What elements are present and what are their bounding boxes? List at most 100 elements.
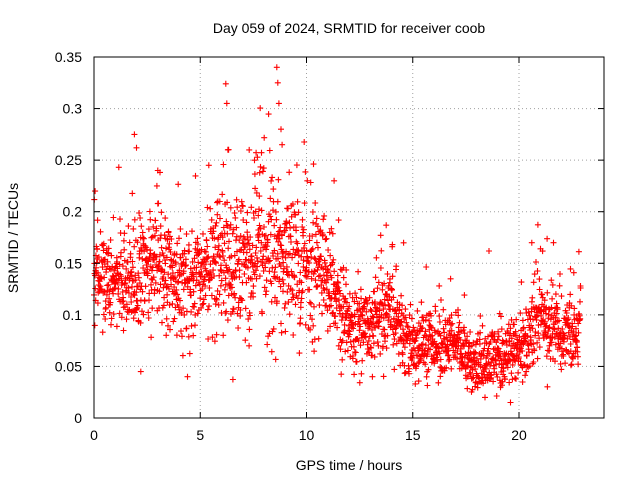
data-point bbox=[559, 326, 566, 332]
x-tick-label: 0 bbox=[90, 427, 98, 443]
data-point bbox=[454, 348, 461, 354]
data-point bbox=[187, 286, 194, 293]
data-point bbox=[226, 238, 232, 245]
data-point bbox=[384, 291, 390, 297]
data-point bbox=[381, 333, 388, 340]
data-point bbox=[268, 298, 275, 305]
data-point bbox=[415, 320, 422, 327]
data-point bbox=[330, 309, 337, 316]
data-point bbox=[433, 354, 440, 361]
data-point bbox=[545, 305, 552, 312]
data-point bbox=[158, 209, 165, 216]
data-point bbox=[174, 291, 181, 298]
data-point bbox=[577, 315, 584, 322]
data-point bbox=[298, 279, 305, 286]
data-point bbox=[264, 239, 271, 246]
data-point bbox=[390, 294, 397, 301]
data-point bbox=[268, 348, 275, 355]
data-point bbox=[310, 322, 317, 329]
data-point bbox=[303, 264, 310, 271]
data-point bbox=[461, 292, 468, 299]
data-point bbox=[471, 350, 478, 357]
data-point bbox=[295, 247, 302, 254]
data-point bbox=[340, 303, 347, 310]
data-point bbox=[448, 312, 455, 319]
data-point bbox=[248, 204, 255, 211]
data-point bbox=[534, 355, 541, 362]
data-point bbox=[268, 216, 275, 223]
data-points bbox=[91, 64, 584, 406]
data-point bbox=[389, 286, 395, 293]
data-point bbox=[315, 273, 322, 280]
data-point bbox=[139, 288, 146, 295]
data-point bbox=[269, 174, 276, 181]
data-point bbox=[107, 266, 114, 273]
data-point bbox=[129, 190, 136, 197]
data-point bbox=[113, 323, 120, 330]
data-point bbox=[324, 276, 331, 283]
data-point bbox=[206, 303, 212, 310]
data-point bbox=[345, 327, 352, 334]
data-point bbox=[170, 290, 177, 297]
data-point bbox=[115, 285, 122, 292]
data-point bbox=[463, 363, 470, 370]
data-point bbox=[135, 270, 142, 277]
data-point bbox=[565, 315, 572, 321]
data-point bbox=[260, 165, 267, 172]
data-point bbox=[541, 297, 548, 304]
y-axis-label: SRMTID / TECUs bbox=[5, 183, 21, 293]
data-point bbox=[355, 337, 362, 344]
data-point bbox=[127, 250, 134, 257]
data-point bbox=[219, 234, 226, 241]
data-point bbox=[369, 373, 376, 380]
data-point bbox=[239, 203, 246, 210]
data-point bbox=[381, 296, 388, 303]
data-point bbox=[534, 312, 541, 319]
data-point bbox=[462, 366, 469, 372]
data-point bbox=[337, 346, 344, 353]
data-point bbox=[575, 329, 582, 336]
data-point bbox=[544, 289, 551, 296]
data-point bbox=[318, 289, 325, 296]
data-point bbox=[534, 268, 541, 274]
data-point bbox=[170, 318, 177, 325]
data-point bbox=[204, 204, 211, 211]
data-point bbox=[203, 237, 210, 244]
data-point bbox=[195, 251, 202, 258]
data-point bbox=[199, 286, 206, 292]
axis-ticks: 0 5 10 15 20 0 0.05 0.1 0.15 0.2 0.25 0.3 0.35 bbox=[55, 49, 604, 443]
data-point bbox=[217, 254, 224, 261]
data-point bbox=[231, 252, 238, 259]
data-point bbox=[435, 345, 442, 352]
data-point bbox=[121, 230, 128, 237]
data-point bbox=[399, 302, 406, 309]
data-point bbox=[282, 328, 289, 335]
data-point bbox=[302, 321, 309, 328]
data-point bbox=[144, 270, 151, 277]
data-point bbox=[217, 282, 224, 289]
data-point bbox=[373, 254, 380, 261]
data-point bbox=[154, 167, 161, 174]
data-point bbox=[176, 267, 183, 274]
data-point bbox=[243, 249, 250, 256]
data-point bbox=[507, 348, 514, 355]
data-point bbox=[167, 326, 173, 333]
data-point bbox=[544, 383, 551, 390]
data-point bbox=[520, 362, 527, 369]
data-point bbox=[530, 340, 537, 347]
x-tick-label: 5 bbox=[196, 427, 204, 443]
data-point bbox=[273, 298, 280, 305]
y-tick-label: 0.25 bbox=[55, 152, 82, 168]
data-point bbox=[398, 318, 405, 325]
data-point bbox=[410, 324, 417, 331]
data-point bbox=[515, 369, 522, 376]
data-point bbox=[371, 288, 378, 295]
data-point bbox=[180, 305, 187, 312]
data-point bbox=[165, 322, 171, 329]
data-point bbox=[151, 232, 158, 239]
data-point bbox=[307, 179, 314, 186]
data-point bbox=[518, 279, 525, 286]
data-point bbox=[261, 224, 267, 230]
data-point bbox=[545, 311, 552, 318]
data-point bbox=[246, 326, 253, 333]
